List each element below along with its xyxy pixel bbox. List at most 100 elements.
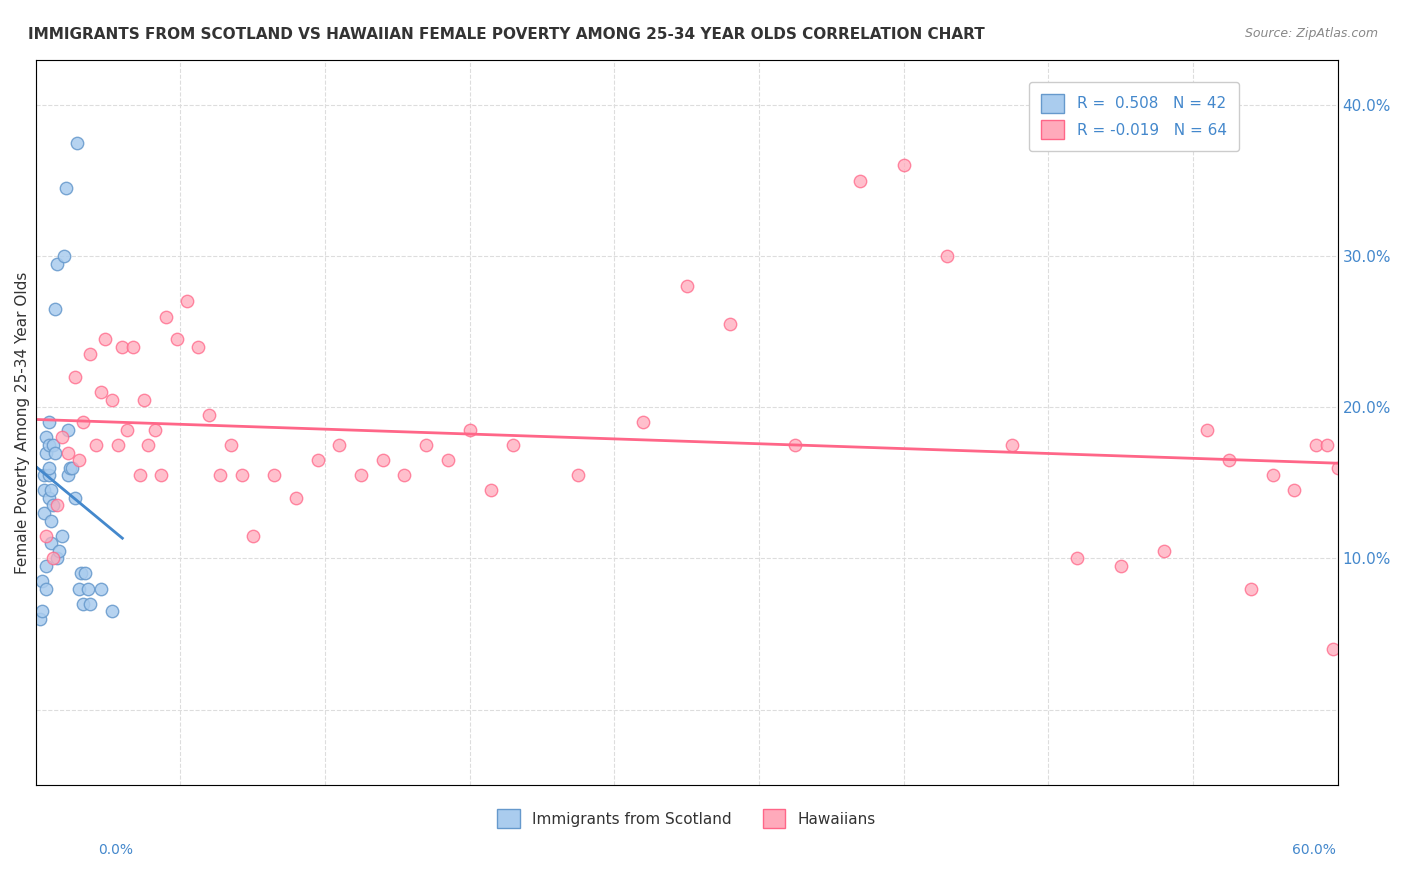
Point bbox=[39, 514, 62, 528]
Point bbox=[52, 249, 75, 263]
Point bbox=[122, 340, 145, 354]
Point bbox=[51, 430, 73, 444]
Point bbox=[675, 279, 697, 293]
Point bbox=[350, 468, 373, 483]
Point bbox=[718, 317, 741, 331]
Point bbox=[79, 347, 101, 361]
Point bbox=[44, 301, 66, 316]
Point bbox=[31, 574, 53, 588]
Point bbox=[38, 460, 60, 475]
Legend: Immigrants from Scotland, Hawaiians: Immigrants from Scotland, Hawaiians bbox=[489, 802, 883, 836]
Point bbox=[35, 445, 58, 459]
Point bbox=[198, 408, 221, 422]
Point bbox=[1109, 558, 1132, 573]
Point bbox=[32, 468, 55, 483]
Point bbox=[62, 460, 84, 475]
Point bbox=[42, 438, 65, 452]
Point bbox=[100, 392, 122, 407]
Point bbox=[28, 612, 51, 626]
Point bbox=[39, 536, 62, 550]
Point bbox=[63, 370, 86, 384]
Point bbox=[48, 544, 70, 558]
Point bbox=[100, 604, 122, 618]
Point bbox=[86, 438, 108, 452]
Point bbox=[1322, 642, 1344, 657]
Point bbox=[143, 423, 166, 437]
Point bbox=[1197, 423, 1219, 437]
Point bbox=[1001, 438, 1024, 452]
Point bbox=[1326, 460, 1348, 475]
Point bbox=[936, 249, 959, 263]
Point bbox=[893, 158, 915, 172]
Point bbox=[285, 491, 308, 505]
Point bbox=[263, 468, 285, 483]
Point bbox=[44, 445, 66, 459]
Point bbox=[55, 181, 77, 195]
Text: 0.0%: 0.0% bbox=[98, 843, 134, 857]
Point bbox=[1240, 582, 1263, 596]
Point bbox=[35, 582, 58, 596]
Point bbox=[437, 453, 460, 467]
Point bbox=[115, 423, 138, 437]
Text: 60.0%: 60.0% bbox=[1292, 843, 1336, 857]
Point bbox=[176, 294, 198, 309]
Point bbox=[785, 438, 807, 452]
Point bbox=[38, 491, 60, 505]
Text: IMMIGRANTS FROM SCOTLAND VS HAWAIIAN FEMALE POVERTY AMONG 25-34 YEAR OLDS CORREL: IMMIGRANTS FROM SCOTLAND VS HAWAIIAN FEM… bbox=[28, 27, 984, 42]
Point bbox=[32, 483, 55, 498]
Text: Source: ZipAtlas.com: Source: ZipAtlas.com bbox=[1244, 27, 1378, 40]
Point bbox=[72, 415, 94, 429]
Point bbox=[394, 468, 416, 483]
Point bbox=[70, 566, 93, 581]
Point bbox=[35, 430, 58, 444]
Point bbox=[107, 438, 129, 452]
Point bbox=[1261, 468, 1284, 483]
Y-axis label: Female Poverty Among 25-34 Year Olds: Female Poverty Among 25-34 Year Olds bbox=[15, 271, 30, 574]
Point bbox=[111, 340, 134, 354]
Point bbox=[38, 438, 60, 452]
Point bbox=[1153, 544, 1175, 558]
Point bbox=[166, 332, 188, 346]
Point bbox=[46, 257, 69, 271]
Point bbox=[59, 460, 82, 475]
Point bbox=[35, 529, 58, 543]
Point bbox=[90, 385, 112, 400]
Point bbox=[67, 582, 90, 596]
Point bbox=[38, 415, 60, 429]
Point bbox=[72, 597, 94, 611]
Point bbox=[132, 392, 155, 407]
Point bbox=[42, 499, 65, 513]
Point bbox=[849, 173, 872, 187]
Point bbox=[42, 551, 65, 566]
Point bbox=[39, 483, 62, 498]
Point bbox=[371, 453, 394, 467]
Point bbox=[208, 468, 231, 483]
Point bbox=[31, 604, 53, 618]
Point bbox=[94, 332, 117, 346]
Point bbox=[51, 529, 73, 543]
Point bbox=[458, 423, 481, 437]
Point bbox=[63, 491, 86, 505]
Point bbox=[150, 468, 173, 483]
Point bbox=[38, 468, 60, 483]
Point bbox=[231, 468, 253, 483]
Point bbox=[155, 310, 177, 324]
Point bbox=[128, 468, 150, 483]
Point bbox=[56, 423, 79, 437]
Point bbox=[56, 468, 79, 483]
Point bbox=[1316, 438, 1339, 452]
Point bbox=[1218, 453, 1240, 467]
Point bbox=[56, 445, 79, 459]
Point bbox=[1284, 483, 1306, 498]
Point bbox=[479, 483, 502, 498]
Point bbox=[76, 582, 98, 596]
Point bbox=[75, 566, 97, 581]
Point bbox=[138, 438, 160, 452]
Point bbox=[242, 529, 264, 543]
Point bbox=[79, 597, 101, 611]
Point bbox=[67, 453, 90, 467]
Point bbox=[90, 582, 112, 596]
Point bbox=[187, 340, 209, 354]
Point bbox=[66, 136, 89, 150]
Point bbox=[1066, 551, 1088, 566]
